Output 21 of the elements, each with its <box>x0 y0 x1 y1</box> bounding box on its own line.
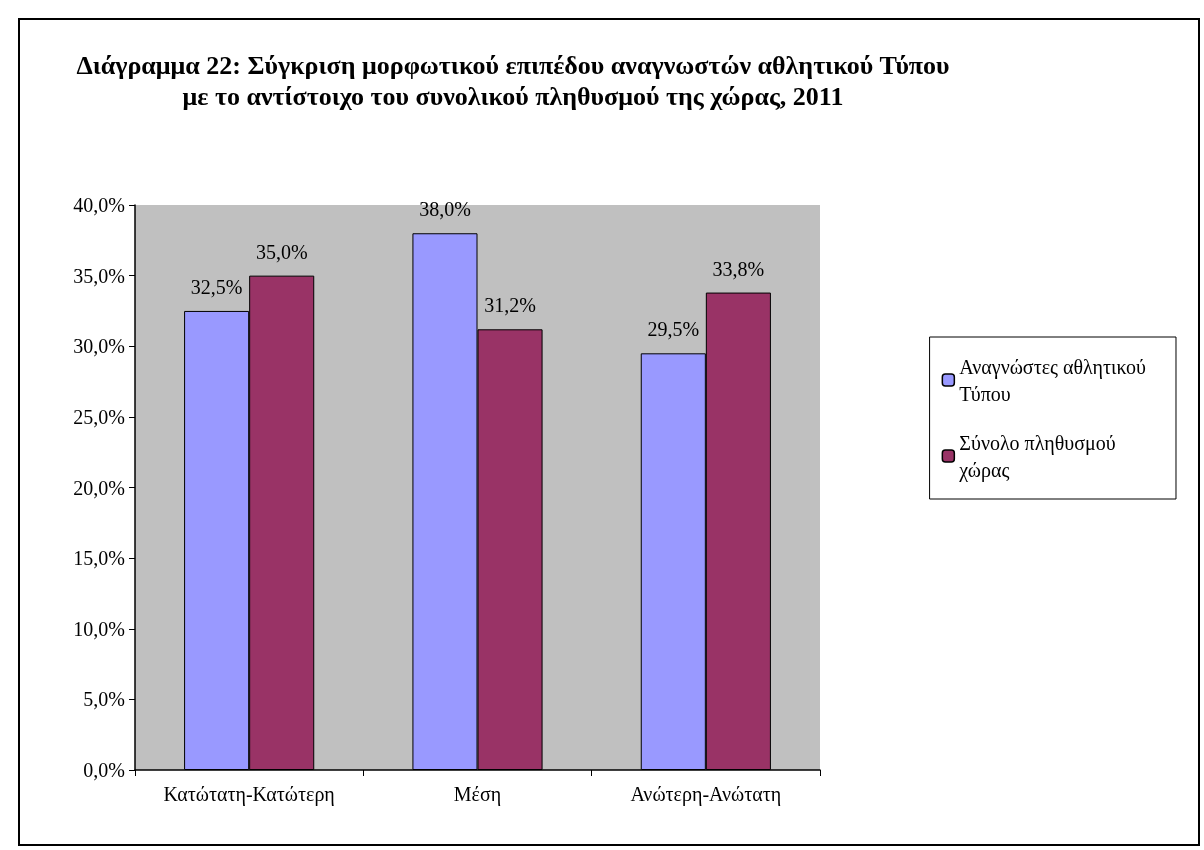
chart-title: Διάγραμμα 22: Σύγκριση μορφωτικού επιπέδου αναγνωστών αθλητικού Τύπου με το αντίστοιχο του συνολικού πληθυσμού της χώρας, 2011 <box>76 51 950 111</box>
y-tick-label: 40,0% <box>73 194 125 216</box>
y-tick-label: 15,0% <box>73 547 125 570</box>
x-tick-label: Μέση <box>453 783 502 806</box>
y-tick-label: 35,0% <box>73 264 125 287</box>
legend-label: Σύνολο πληθυσμού χώρας <box>958 431 1116 482</box>
data-label: 31,2% <box>484 294 536 317</box>
y-tick-label: 0,0% <box>83 759 125 781</box>
x-tick-label: Ανώτερη-Ανώτατη <box>630 783 782 806</box>
y-tick-label: 20,0% <box>73 476 125 499</box>
y-tick-label: 30,0% <box>73 335 125 358</box>
x-tick-label: Κατώτατη-Κατώτερη <box>163 783 335 806</box>
data-label: 33,8% <box>712 257 765 280</box>
y-tick-label: 10,0% <box>73 617 125 640</box>
data-label: 29,5% <box>647 318 700 341</box>
data-label: 32,5% <box>190 275 243 298</box>
y-tick-label: 5,0% <box>83 688 125 711</box>
legend-label: Αναγνώστες αθλητικού Τύπου <box>959 355 1147 405</box>
data-label: 35,0% <box>255 240 308 263</box>
data-label: 38,0% <box>419 198 471 221</box>
y-tick-label: 25,0% <box>73 405 125 428</box>
